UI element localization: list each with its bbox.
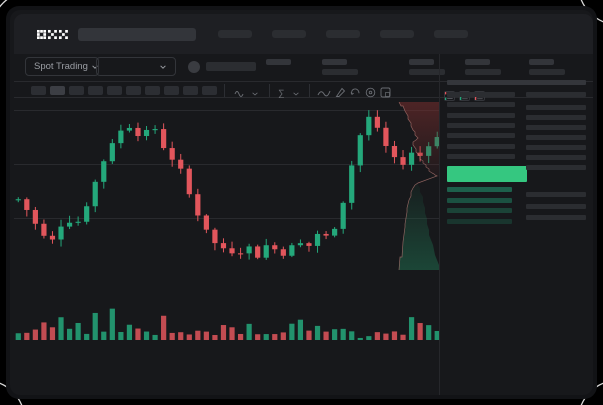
svg-text:∑: ∑: [278, 88, 284, 98]
